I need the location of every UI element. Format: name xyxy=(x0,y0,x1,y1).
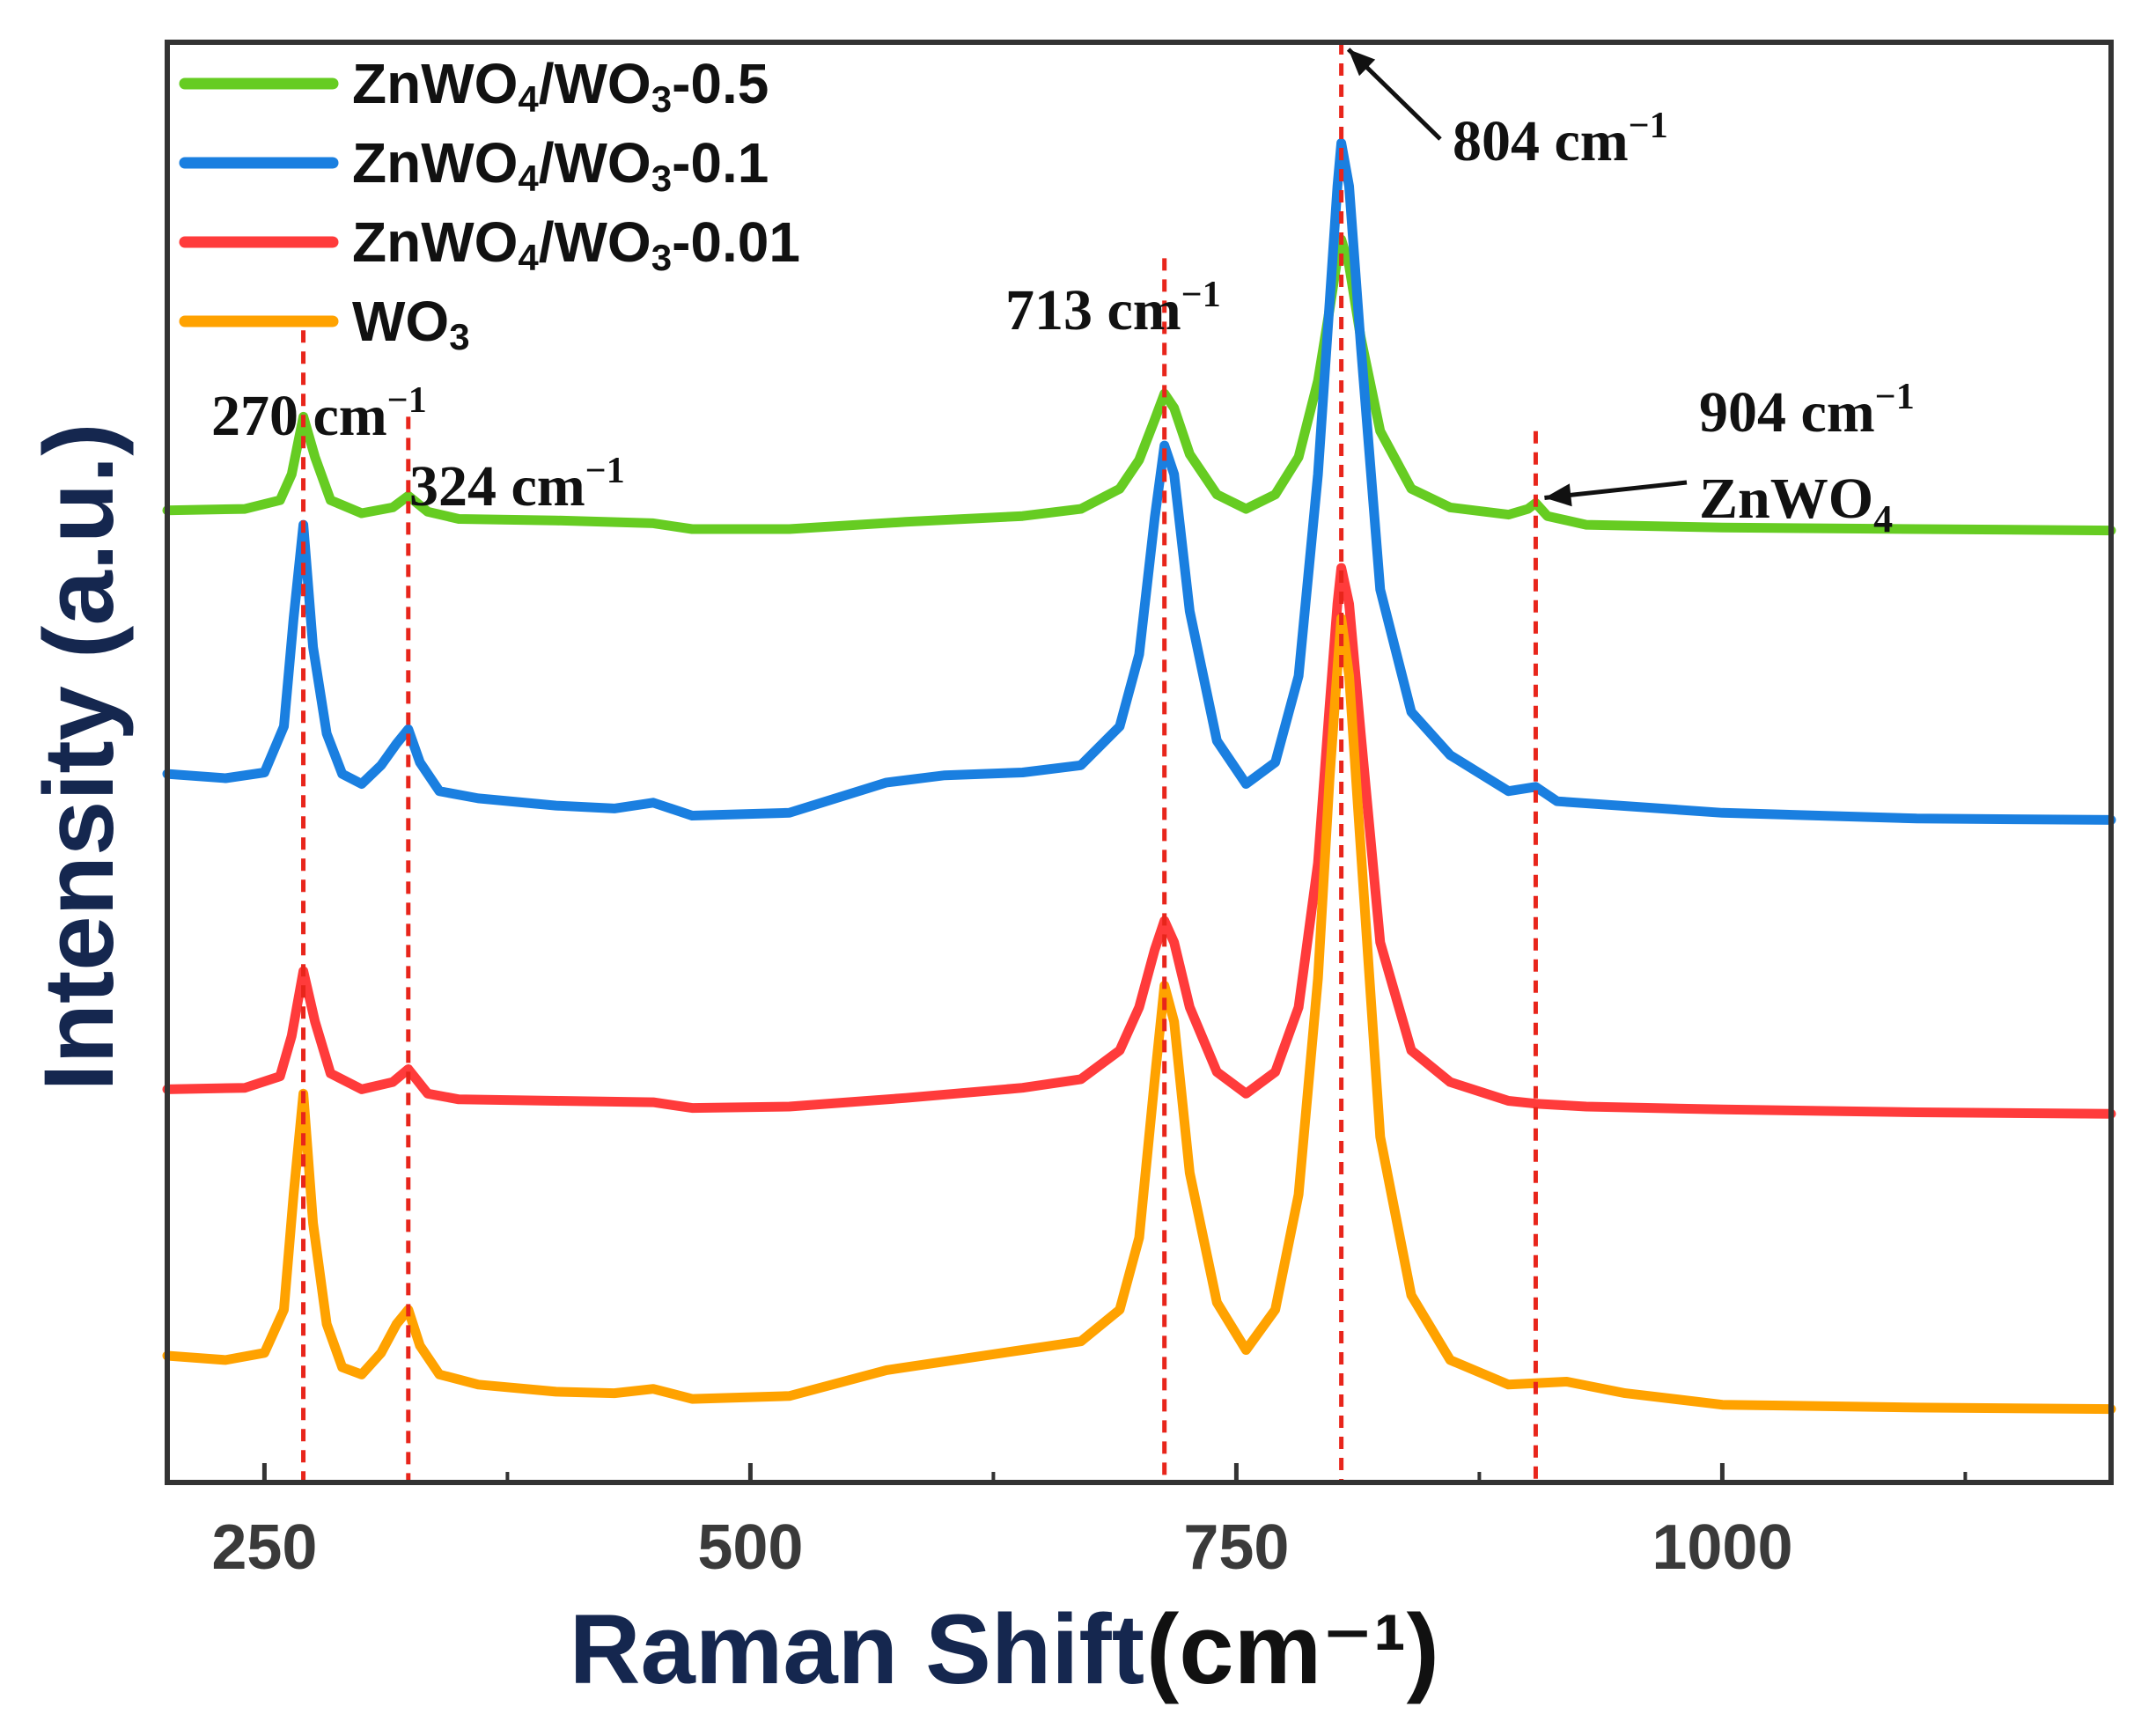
peak-label-324: 324 cm−1 xyxy=(409,451,625,519)
y-axis-title: Intensity (a.u.) xyxy=(24,423,134,1091)
x-ticks-group: 250 500 750 1000 xyxy=(211,1463,1968,1583)
legend-label-znwo4-wo3-0-5: ZnWO4/WO3-0.5 xyxy=(352,52,769,120)
peak-label-713: 713 cm−1 xyxy=(1005,275,1221,342)
x-tick-label-500: 500 xyxy=(697,1512,803,1583)
peak-label-804: 804 cm−1 xyxy=(1453,106,1668,173)
x-tick-label-250: 250 xyxy=(211,1512,317,1583)
x-axis-unit: (cm⁻¹) xyxy=(1146,1594,1439,1704)
peak-label-270: 270 cm−1 xyxy=(211,380,427,448)
series-line-znwo4-wo3-0-1 xyxy=(162,138,2116,825)
legend: ZnWO4/WO3-0.5 ZnWO4/WO3-0.1 ZnWO4/WO3-0.01… xyxy=(179,52,800,357)
series-line-znwo4-wo3-0-01 xyxy=(162,563,2116,1119)
plot-frame xyxy=(165,40,2114,1485)
arrow-804-head xyxy=(1348,49,1376,77)
series-group xyxy=(162,138,2116,1415)
legend-label-znwo4-wo3-0-01: ZnWO4/WO3-0.01 xyxy=(352,210,800,278)
x-axis-title: Raman Shift xyxy=(570,1594,1144,1704)
peak-label-904: 904 cm−1 xyxy=(1699,377,1915,445)
legend-label-znwo4-wo3-0-1: ZnWO4/WO3-0.1 xyxy=(352,131,769,199)
x-tick-label-750: 750 xyxy=(1183,1512,1289,1583)
legend-label-wo3: WO3 xyxy=(352,290,470,357)
reference-lines-group xyxy=(301,42,1538,1482)
series-line-wo3 xyxy=(162,613,2116,1415)
arrow-904-head xyxy=(1544,483,1572,507)
series-line-znwo4-wo3-0-5 xyxy=(162,234,2116,536)
x-tick-label-1000: 1000 xyxy=(1652,1512,1792,1583)
peak-sublabel-904: ZnWO4 xyxy=(1699,467,1893,541)
plot-frame-group xyxy=(165,40,2114,1485)
